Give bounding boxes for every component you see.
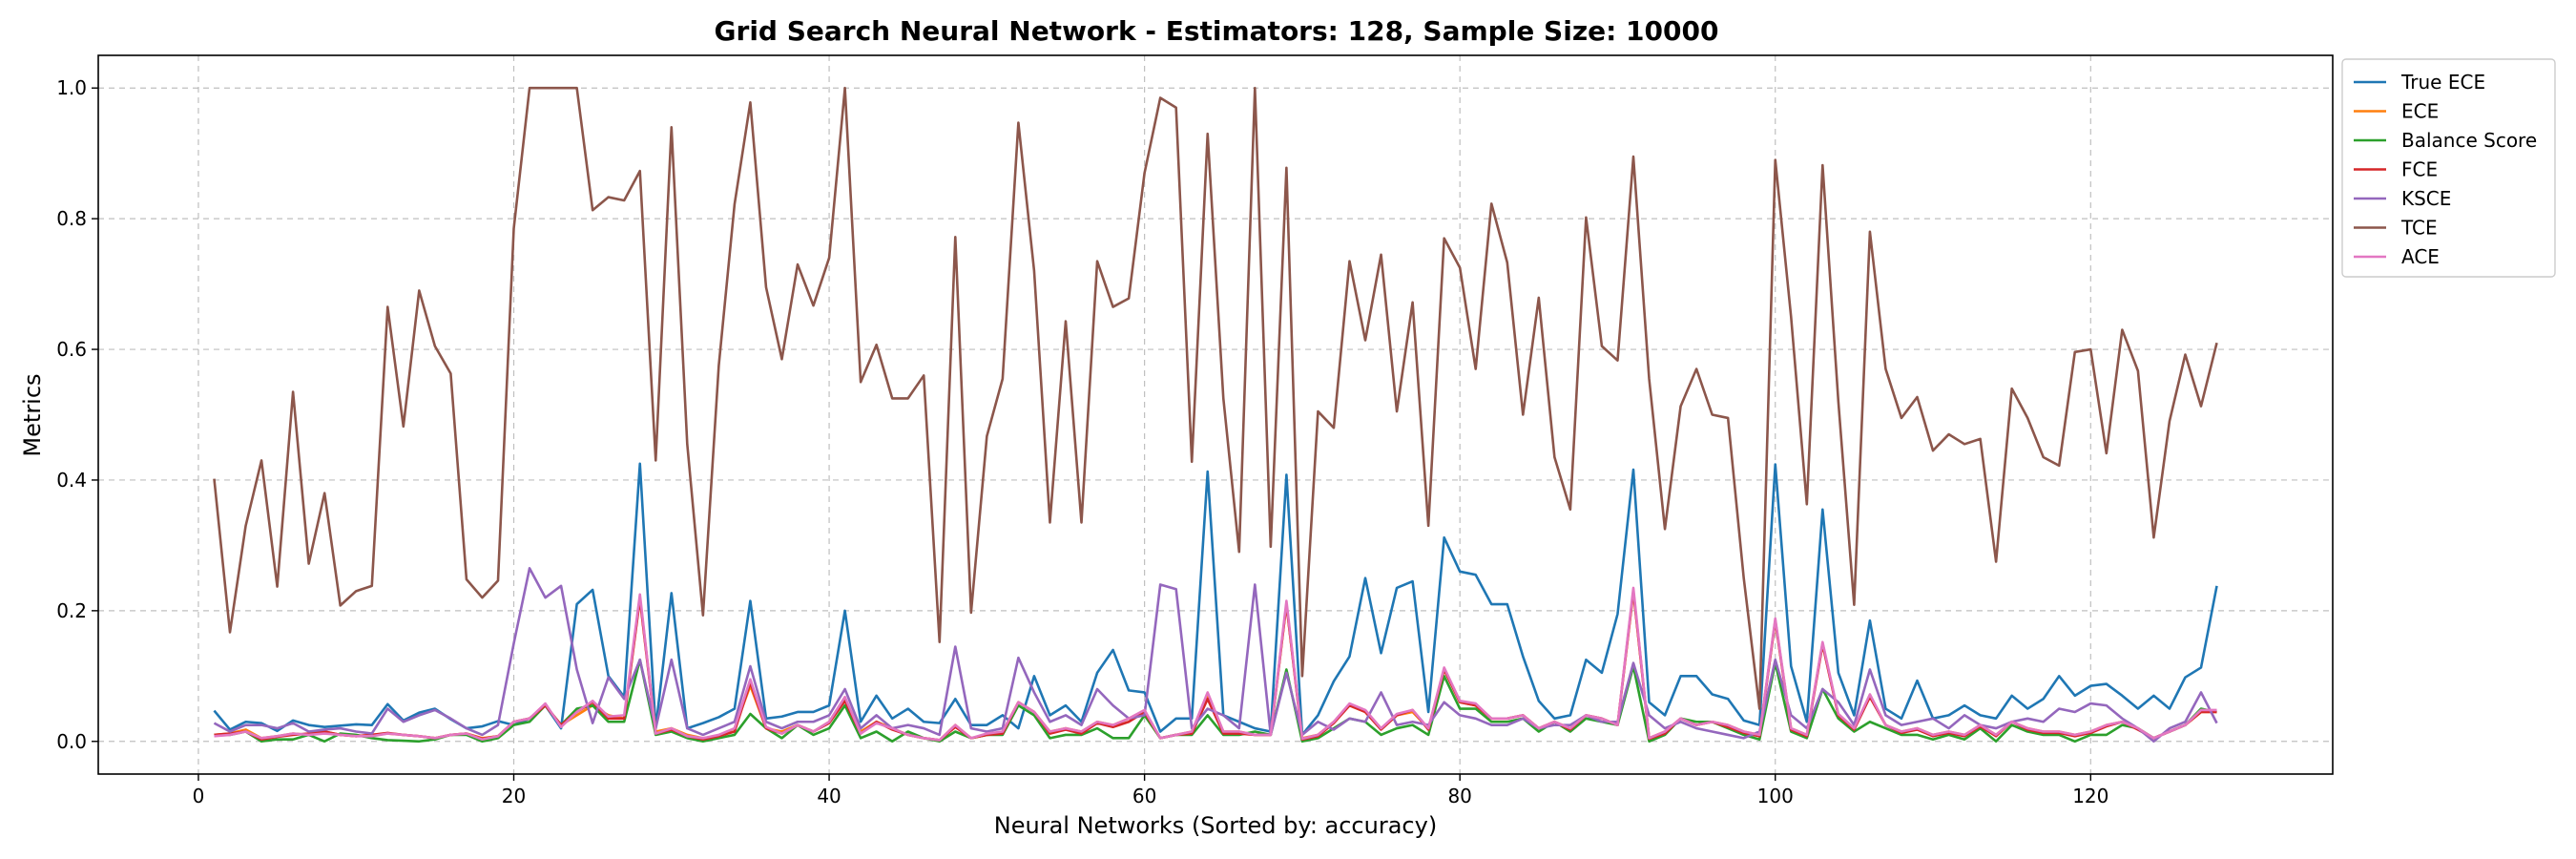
legend-item: True ECE [2354,71,2485,94]
y-tick-label: 0.2 [56,599,87,622]
x-tick-label: 0 [193,785,205,807]
y-tick-label: 0.0 [56,730,87,753]
x-tick-label: 80 [1447,785,1471,807]
chart-title: Grid Search Neural Network - Estimators:… [715,15,1719,47]
series-lines [213,86,2218,744]
y-tick-label: 1.0 [56,76,87,99]
legend-item: ACE [2354,245,2440,268]
x-tick-label: 20 [502,785,526,807]
x-tick-label: 120 [2072,785,2109,807]
series-line-ace [214,586,2217,742]
legend-label: TCE [2400,217,2438,240]
legend-label: ACE [2401,245,2440,268]
x-axis-label: Neural Networks (Sorted by: accuracy) [994,812,1437,839]
legend-label: Balance Score [2401,129,2537,152]
legend-box [2341,58,2556,278]
legend-item: KSCE [2354,187,2451,210]
x-tick-label: 60 [1132,785,1156,807]
legend-label: FCE [2401,158,2438,181]
legend-item: TCE [2354,217,2438,240]
legend-item: Balance Score [2354,129,2537,152]
legend-label: ECE [2401,100,2439,123]
axis-ticks: 0 20 40 60 80 100 120 0.0 0.2 0.4 0.6 0.8 1.0 [56,76,2109,807]
legend-item: FCE [2354,158,2438,181]
y-tick-label: 0.4 [56,469,87,492]
legend: True ECE ECE Balance Score FCE KSCE TCE ACE [2341,58,2556,278]
x-tick-label: 40 [817,785,841,807]
legend-label: KSCE [2401,187,2451,210]
legend-item: ECE [2354,100,2439,123]
y-axis-label: Metrics [19,373,46,456]
legend-label: True ECE [2400,71,2485,94]
plot-frame [97,54,2334,775]
x-tick-label: 100 [1757,785,1794,807]
series-line-tce [213,86,2218,710]
y-tick-label: 0.8 [56,207,87,230]
y-tick-label: 0.6 [56,338,87,361]
